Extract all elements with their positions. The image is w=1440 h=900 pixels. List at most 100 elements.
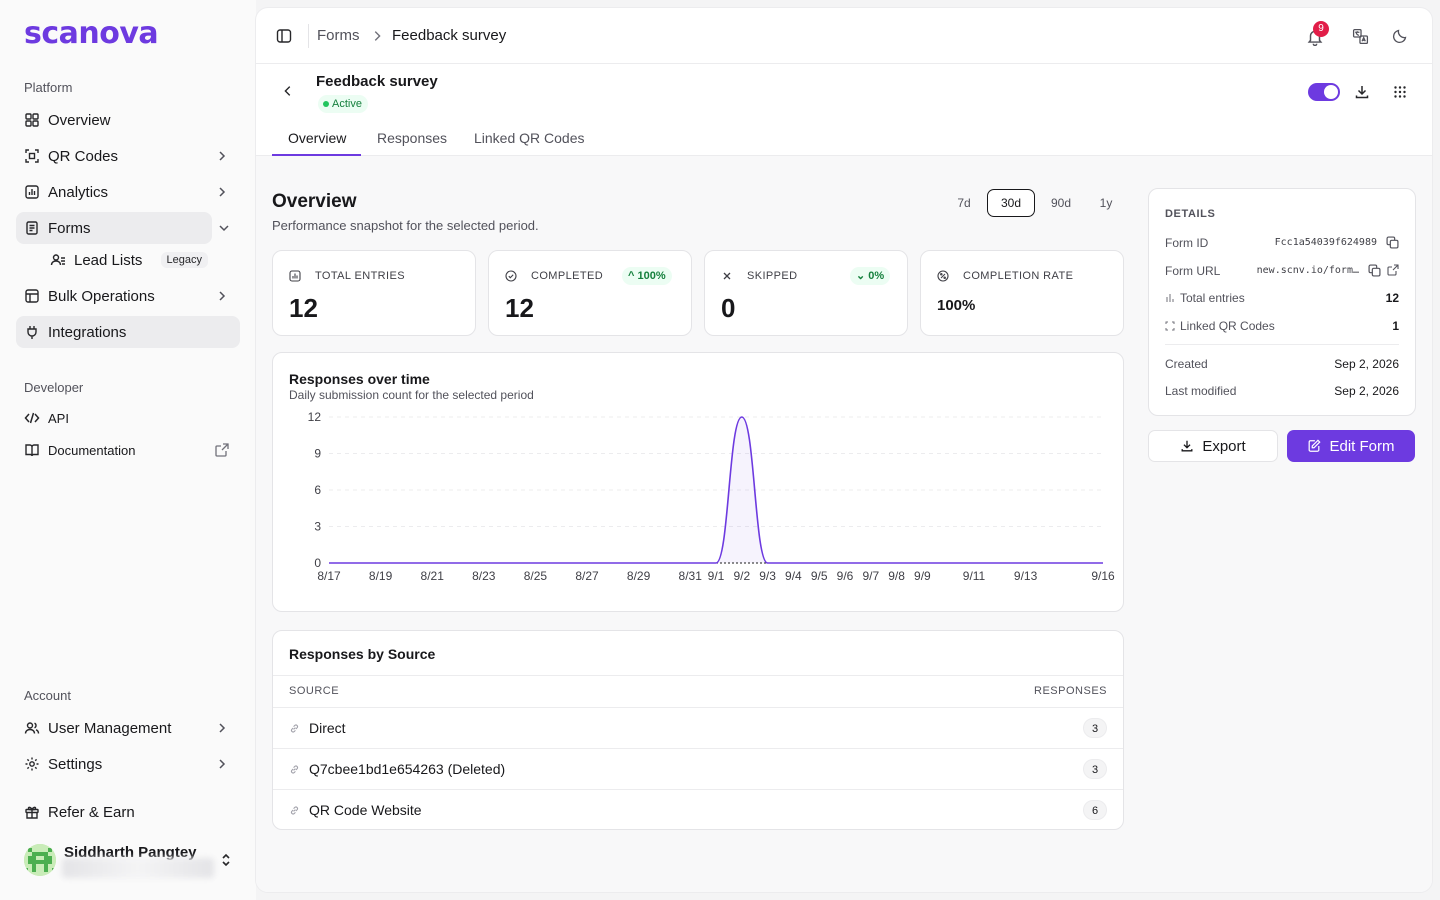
sidebar-item-analytics[interactable]: Analytics (16, 176, 240, 208)
column-header-responses: RESPONSES (1034, 685, 1107, 697)
period-30d[interactable]: 30d (987, 189, 1035, 217)
sidebar-item-qr-codes[interactable]: QR Codes (16, 140, 240, 172)
x-tick-label: 9/9 (914, 569, 931, 583)
stat-value: 12 (289, 293, 318, 323)
link-icon (290, 765, 299, 774)
chevron-right-icon (219, 291, 226, 301)
active-tab-indicator (272, 154, 361, 156)
qr-scan-icon (24, 148, 40, 164)
moon-icon[interactable] (1392, 28, 1408, 44)
sidebar-item-label: Overview (48, 111, 111, 129)
sidebar-item-documentation[interactable]: Documentation (16, 434, 240, 466)
user-list-icon (50, 252, 66, 268)
overview-title: Overview (272, 191, 357, 212)
created-label: Created (1165, 357, 1208, 371)
x-tick-label: 8/17 (317, 569, 341, 583)
sidebar-item-refer-earn[interactable]: Refer & Earn (16, 796, 240, 828)
x-tick-label: 9/5 (811, 569, 828, 583)
sidebar-item-bulk-operations[interactable]: Bulk Operations (16, 280, 240, 312)
status-badge: Active (318, 95, 368, 113)
tab-responses[interactable]: Responses (377, 130, 448, 146)
y-tick-label: 3 (314, 520, 321, 534)
last-modified-label: Last modified (1165, 384, 1237, 398)
export-button[interactable]: Export (1148, 430, 1278, 462)
external-link-icon[interactable] (1387, 264, 1399, 276)
form-id-label: Form ID (1165, 236, 1209, 250)
platform-section-label: Platform (24, 80, 73, 95)
x-tick-label: 8/23 (472, 569, 496, 583)
sidebar-item-api[interactable]: API (16, 402, 240, 434)
sidebar-item-overview[interactable]: Overview (16, 104, 240, 136)
divider (308, 24, 309, 48)
translate-icon[interactable] (1352, 28, 1369, 45)
copy-icon[interactable] (1386, 236, 1399, 249)
user-menu[interactable]: Siddharth Pangtey (24, 842, 240, 882)
sidebar: scanova Platform Overview QR Codes Analy… (0, 0, 256, 900)
sidebar-item-integrations[interactable]: Integrations (16, 316, 240, 348)
period-1y[interactable]: 1y (1099, 196, 1113, 210)
form-enabled-toggle[interactable] (1308, 83, 1340, 101)
sidebar-toggle-icon[interactable] (276, 28, 292, 44)
form-url-value[interactable]: new.scnv.io/form… (1256, 265, 1359, 276)
form-header: Feedback survey Active Overview Response… (256, 64, 1432, 156)
grid-menu-icon[interactable] (1392, 84, 1408, 100)
table-title: Responses by Source (289, 646, 436, 662)
details-heading: DETAILS (1165, 208, 1216, 220)
percent-circle-icon (937, 270, 949, 282)
chevron-right-icon (219, 187, 226, 197)
sidebar-item-label: Settings (48, 755, 103, 773)
chevron-down-icon[interactable] (216, 220, 232, 236)
stat-label: COMPLETED (531, 270, 604, 282)
layers-icon (24, 288, 40, 304)
sidebar-item-lead-lists[interactable]: Lead Lists Legacy (42, 244, 214, 276)
tab-overview[interactable]: Overview (288, 130, 347, 146)
link-icon (290, 806, 299, 815)
source-name: QR Code Website (309, 802, 422, 818)
x-tick-label: 9/1 (708, 569, 725, 583)
last-modified-value: Sep 2, 2026 (1334, 384, 1399, 398)
edit-form-button[interactable]: Edit Form (1287, 430, 1415, 462)
back-arrow-icon[interactable] (281, 84, 295, 98)
trend-up-icon: ^ (628, 270, 638, 282)
qr-scan-icon (1165, 321, 1175, 331)
download-icon[interactable] (1354, 84, 1370, 100)
response-count: 3 (1083, 718, 1107, 738)
link-icon (290, 724, 299, 733)
linked-qr-codes-value: 1 (1392, 319, 1399, 333)
sidebar-item-label: API (48, 410, 69, 426)
table-row[interactable]: QR Code Website 6 (273, 789, 1123, 830)
details-panel: DETAILS Form ID Fcc1a54039f624989 Form U… (1148, 188, 1416, 416)
table-row[interactable]: Direct 3 (273, 707, 1123, 748)
responses-over-time-card: Responses over time Daily submission cou… (272, 352, 1124, 612)
avatar (24, 844, 56, 876)
sidebar-item-label: Refer & Earn (48, 803, 135, 821)
x-tick-label: 9/11 (963, 569, 986, 583)
total-entries-label: Total entries (1180, 291, 1245, 305)
responses-by-source-card: Responses by Source SOURCE RESPONSES Dir… (272, 630, 1124, 830)
sidebar-item-settings[interactable]: Settings (16, 748, 240, 780)
main-panel: Forms Feedback survey 9 Feedback survey … (256, 8, 1432, 892)
period-90d[interactable]: 90d (1050, 196, 1072, 210)
tab-linked-qr-codes[interactable]: Linked QR Codes (474, 130, 585, 146)
form-icon (24, 220, 40, 236)
brand-logo[interactable]: scanova (24, 16, 159, 51)
sidebar-item-forms[interactable]: Forms (16, 212, 212, 244)
period-7d[interactable]: 7d (957, 196, 971, 210)
chart-subtitle: Daily submission count for the selected … (289, 388, 534, 402)
form-url-label: Form URL (1165, 264, 1221, 278)
breadcrumb-forms[interactable]: Forms (317, 27, 360, 44)
divider (1165, 344, 1399, 345)
stat-label: COMPLETION RATE (963, 270, 1074, 282)
stat-value: 0 (721, 293, 736, 323)
copy-icon[interactable] (1368, 264, 1381, 277)
trend-down-badge: ⌄ 0% (850, 267, 891, 285)
stat-card-skipped: SKIPPED ⌄ 0% 0 (704, 250, 908, 336)
export-label: Export (1202, 437, 1246, 455)
trend-up-badge: ^ 100% (622, 267, 672, 285)
x-tick-label: 9/7 (862, 569, 879, 583)
sidebar-item-user-management[interactable]: User Management (16, 712, 240, 744)
sidebar-item-label: Integrations (48, 323, 127, 341)
x-tick-label: 9/2 (733, 569, 750, 583)
response-count: 6 (1083, 800, 1107, 820)
table-row[interactable]: Q7cbee1bd1e654263 (Deleted) 3 (273, 748, 1123, 789)
